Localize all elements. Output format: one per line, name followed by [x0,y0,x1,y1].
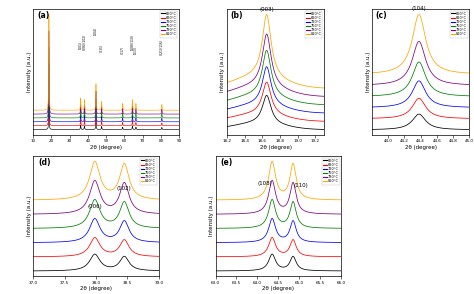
Legend: 660°C, 690°C, 720°C, 750°C, 780°C, 810°C: 660°C, 690°C, 720°C, 750°C, 780°C, 810°C [305,11,322,38]
Text: (108): (108) [257,181,272,186]
Text: (d): (d) [38,158,51,167]
Text: (021)(116): (021)(116) [160,39,164,55]
Text: (006)(102): (006)(102) [82,34,86,51]
Y-axis label: Intensity (a.u.): Intensity (a.u.) [27,52,32,92]
Text: (b): (b) [231,11,243,20]
Y-axis label: Intensity (a.u.): Intensity (a.u.) [209,196,214,236]
Text: (110): (110) [293,183,308,188]
Text: (101): (101) [79,41,82,49]
Text: (108)(110): (108)(110) [130,34,135,51]
Text: (003): (003) [259,7,274,12]
X-axis label: 2θ (degree): 2θ (degree) [260,145,292,150]
Text: (e): (e) [220,158,233,167]
Text: (113): (113) [134,46,138,54]
Text: (102): (102) [117,186,132,191]
Text: (017): (017) [120,46,125,54]
Legend: 660°C, 690°C, 720°C, 750°C, 780°C, 810°C: 660°C, 690°C, 720°C, 750°C, 780°C, 810°C [450,11,467,38]
Text: (c): (c) [376,11,387,20]
Text: (a): (a) [37,11,50,20]
X-axis label: 2θ (degree): 2θ (degree) [263,286,294,291]
Text: (104): (104) [411,6,426,11]
Legend: 660°C, 690°C, 720°C, 750°C, 780°C, 810°C: 660°C, 690°C, 720°C, 750°C, 780°C, 810°C [140,158,157,185]
Legend: 660°C, 690°C, 720°C, 750°C, 780°C, 810°C: 660°C, 690°C, 720°C, 750°C, 780°C, 810°C [160,11,177,38]
X-axis label: 2θ (degree): 2θ (degree) [80,286,112,291]
Text: (015): (015) [100,44,104,52]
Legend: 660°C, 690°C, 720°C, 750°C, 780°C, 810°C: 660°C, 690°C, 720°C, 750°C, 780°C, 810°C [322,158,339,185]
Y-axis label: Intensity (a.u.): Intensity (a.u.) [365,52,371,92]
Y-axis label: Intensity (a.u.): Intensity (a.u.) [27,196,32,236]
Text: (006): (006) [87,204,102,209]
Text: (104): (104) [94,26,98,35]
Y-axis label: Intensity (a.u.): Intensity (a.u.) [220,52,226,92]
X-axis label: 2θ (degree): 2θ (degree) [90,145,122,150]
X-axis label: 2θ (degree): 2θ (degree) [405,145,437,150]
